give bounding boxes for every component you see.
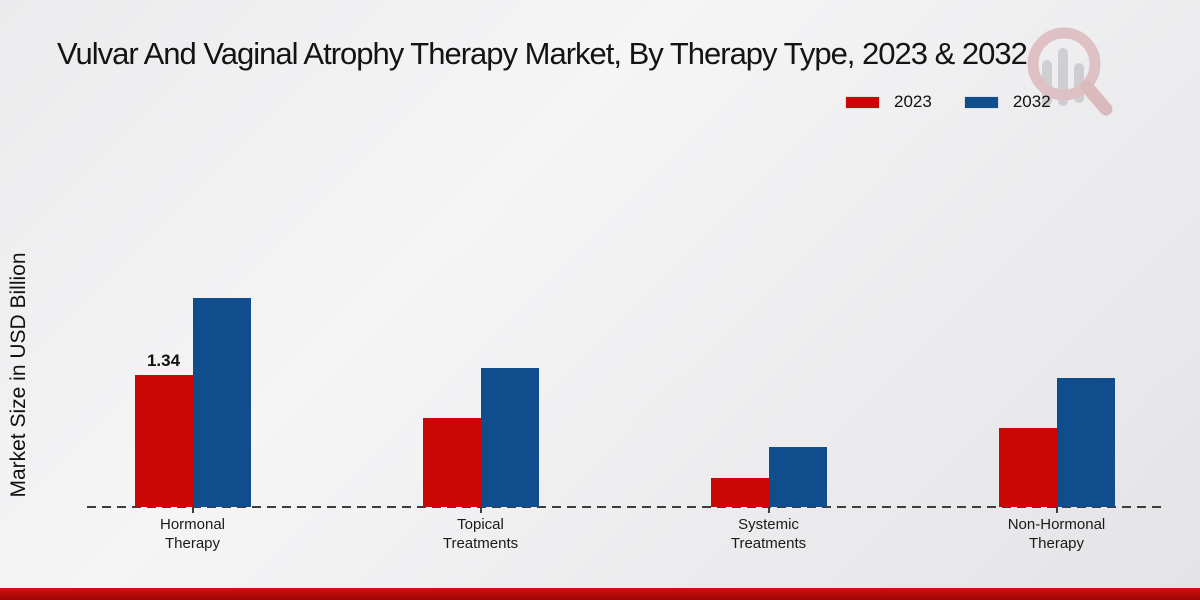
bottom-accent-bar xyxy=(0,588,1200,600)
plot-area: Hormonal Therapy Topical Treatments System… xyxy=(87,150,1163,552)
bar-2023-hormonal-therapy xyxy=(134,375,193,507)
category-label-non-hormonal-therapy: Non-Hormonal Therapy xyxy=(1007,516,1106,552)
bar-2032-topical-treatments xyxy=(480,368,539,507)
legend-swatch-2023 xyxy=(845,95,880,109)
legend-label-2023: 2023 xyxy=(894,92,932,111)
legend-item-2023: 2023 xyxy=(845,92,932,112)
legend-item-2032: 2032 xyxy=(963,92,1051,112)
value-annotation-2023-hormonal-therapy: 1.34 xyxy=(146,351,181,370)
magnifier-bar-chart-logo-icon xyxy=(1027,27,1113,116)
x-axis-tick-non-hormonal-therapy xyxy=(1055,507,1058,513)
category-label-topical-treatments: Topical Treatments xyxy=(442,516,519,552)
bar-2032-hormonal-therapy xyxy=(192,298,251,507)
y-axis-label: Market Size in USD Billion xyxy=(7,252,30,498)
bar-2023-non-hormonal-therapy xyxy=(998,428,1057,507)
legend: 2023 2032 xyxy=(845,92,1051,112)
legend-label-2032: 2032 xyxy=(1012,92,1051,111)
bar-2032-non-hormonal-therapy xyxy=(1056,378,1115,507)
category-label-hormonal-therapy: Hormonal Therapy xyxy=(159,516,226,552)
legend-swatch-2032 xyxy=(963,95,999,109)
x-axis-tick-systemic-treatments xyxy=(767,507,770,513)
x-axis-tick-hormonal-therapy xyxy=(191,507,194,513)
category-label-systemic-treatments: Systemic Treatments xyxy=(730,516,807,552)
x-axis-tick-topical-treatments xyxy=(479,507,482,513)
chart-title: Vulvar And Vaginal Atrophy Therapy Marke… xyxy=(57,36,1028,71)
bar-2023-systemic-treatments xyxy=(710,478,769,507)
bar-2032-systemic-treatments xyxy=(768,447,827,507)
bar-2023-topical-treatments xyxy=(422,418,481,507)
baseline-dashed-line xyxy=(87,506,1163,508)
